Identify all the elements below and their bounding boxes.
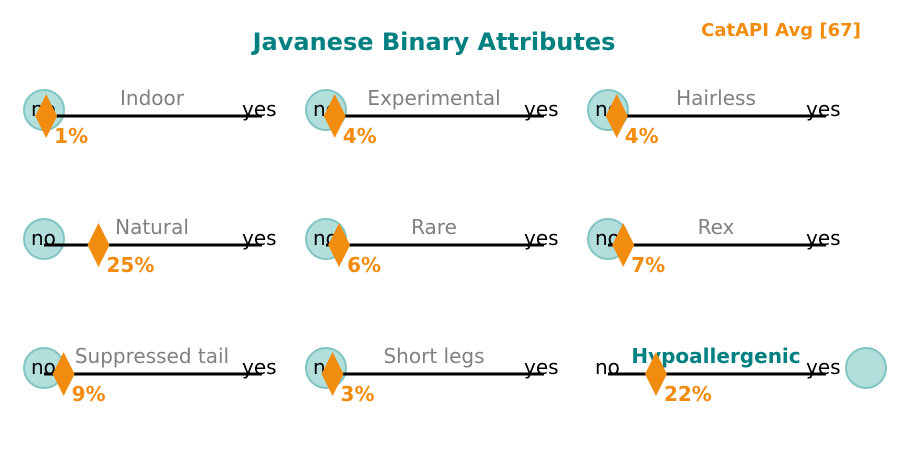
- percent-marker: [52, 352, 75, 396]
- percent-marker: [328, 223, 351, 267]
- percent-label: 4%: [625, 124, 659, 148]
- chart-title: Javanese Binary Attributes: [251, 28, 616, 56]
- percent-label: 9%: [72, 382, 106, 406]
- value-indicator-circle: [845, 347, 887, 389]
- yes-label: yes: [524, 355, 559, 379]
- attribute-label: Hairless: [676, 86, 756, 110]
- percent-label: 7%: [631, 253, 665, 277]
- percent-marker: [87, 223, 110, 267]
- attribute-label: Rex: [698, 215, 735, 239]
- percent-marker: [321, 352, 344, 396]
- attribute-label: Experimental: [367, 86, 500, 110]
- percent-label: 6%: [347, 253, 381, 277]
- percent-marker: [612, 223, 635, 267]
- percent-marker: [644, 352, 667, 396]
- yes-label: yes: [242, 97, 277, 121]
- percent-label: 3%: [341, 382, 375, 406]
- yes-label: yes: [524, 97, 559, 121]
- yes-label: yes: [242, 226, 277, 250]
- yes-label: yes: [806, 226, 841, 250]
- percent-label: 1%: [54, 124, 88, 148]
- no-label: no: [595, 355, 620, 379]
- percent-label: 25%: [107, 253, 155, 277]
- attribute-panels: no yes Indoor 1% no yes Experimental 4% no yes Hai…: [23, 86, 887, 406]
- yes-label: yes: [524, 226, 559, 250]
- attribute-label: Short legs: [383, 344, 484, 368]
- percent-label: 22%: [664, 382, 712, 406]
- percent-marker: [605, 94, 628, 138]
- percent-marker: [35, 94, 58, 138]
- yes-label: yes: [806, 355, 841, 379]
- yes-label: yes: [242, 355, 277, 379]
- attribute-label: Rare: [411, 215, 457, 239]
- yes-label: yes: [806, 97, 841, 121]
- attribute-label: Natural: [115, 215, 189, 239]
- attribute-label: Suppressed tail: [75, 344, 229, 368]
- no-label: no: [31, 355, 56, 379]
- attribute-label: Indoor: [120, 86, 185, 110]
- no-label: no: [31, 226, 56, 250]
- catapi-avg-badge: CatAPI Avg [67]: [701, 20, 861, 41]
- value-indicator-circle: [23, 218, 65, 260]
- percent-marker: [323, 94, 346, 138]
- percent-label: 4%: [343, 124, 377, 148]
